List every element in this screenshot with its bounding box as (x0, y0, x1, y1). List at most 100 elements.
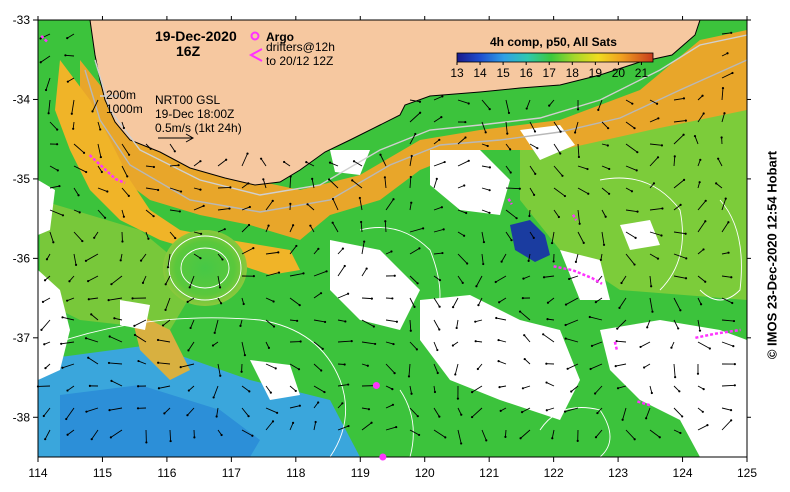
current-vector (265, 297, 274, 302)
current-vector (673, 407, 683, 417)
current-vector (241, 407, 249, 417)
current-vector-head (682, 133, 685, 136)
current-vector (262, 179, 267, 189)
current-vector-head (317, 401, 320, 404)
current-vector-head (466, 262, 469, 265)
current-vector (564, 407, 579, 412)
current-vector (313, 402, 319, 409)
current-vector (48, 99, 51, 114)
current-vector (134, 319, 147, 327)
current-vector (595, 429, 603, 438)
current-vector-head (131, 297, 134, 300)
current-vector (169, 231, 176, 239)
current-vector (361, 268, 368, 277)
current-vector (188, 341, 195, 351)
current-vector-head (36, 385, 40, 388)
current-vector (214, 319, 219, 333)
current-vector-head (577, 155, 581, 159)
current-vector-head (302, 272, 305, 275)
current-vector (241, 183, 249, 189)
current-vector-head (164, 308, 167, 311)
current-vector-head (277, 251, 280, 254)
current-vector (595, 297, 603, 303)
drifter-legend-line1: drifters@12h (266, 40, 335, 54)
current-vector (619, 297, 627, 309)
current-vector-head (311, 177, 314, 180)
current-vector-head (561, 174, 564, 177)
current-vector-head (655, 102, 659, 105)
current-vector (505, 187, 520, 190)
current-vector (337, 340, 352, 343)
current-vector (649, 99, 658, 105)
current-vector-head (242, 302, 245, 306)
current-vector (66, 297, 75, 302)
current-vector (193, 253, 201, 259)
current-vector-head (589, 367, 592, 371)
current-vector (542, 333, 555, 343)
current-vector-head (590, 344, 594, 347)
drifter-track (553, 265, 603, 285)
current-vector-head (319, 292, 323, 295)
current-vector-head (475, 285, 478, 288)
current-vector (217, 363, 221, 376)
current-vector (92, 99, 99, 112)
current-vector-head (390, 250, 393, 253)
current-vector-head (482, 262, 485, 266)
current-vector (114, 317, 123, 321)
current-vector (353, 160, 363, 167)
current-vector (337, 363, 345, 365)
longitude-axis: 114 115 116 117 118 119 120 121 122 123 124 125 (28, 16, 757, 480)
current-vector (621, 275, 627, 284)
current-vector (433, 297, 440, 307)
current-vector-head (545, 409, 548, 412)
current-vector (111, 380, 123, 387)
current-vector-head (533, 130, 537, 133)
current-vector-head (294, 389, 297, 393)
current-vector (65, 407, 75, 420)
current-vector-head (470, 391, 474, 394)
current-vector (577, 231, 585, 244)
current-vector (649, 297, 653, 312)
current-vector (565, 319, 579, 326)
current-vector (673, 385, 680, 392)
current-vector (481, 165, 490, 168)
current-vector (241, 341, 246, 356)
current-vector (457, 275, 464, 284)
current-vector (457, 209, 467, 214)
current-vector (351, 180, 363, 189)
current-vector-head (545, 362, 548, 365)
current-vector (721, 113, 725, 123)
current-vector (697, 200, 707, 211)
current-vector-head (476, 367, 479, 371)
drifter-track (637, 400, 651, 407)
current-vector-head (724, 197, 727, 200)
current-vector (481, 231, 485, 243)
current-vector-head (704, 199, 707, 202)
current-vector (529, 231, 535, 239)
lon-tick-label: 122 (544, 466, 564, 480)
current-vector-head (566, 367, 569, 370)
current-vector-head (152, 215, 155, 218)
current-vector-head (327, 178, 331, 181)
current-vector (307, 203, 315, 211)
lon-tick-label: 115 (93, 466, 112, 480)
current-vector (409, 133, 416, 145)
current-vector (337, 319, 346, 322)
current-vector-head (272, 300, 275, 303)
current-vector (597, 407, 603, 414)
argo-float (372, 381, 380, 389)
current-vector-head (44, 438, 47, 441)
current-vector-head (455, 326, 458, 330)
current-vector (649, 208, 663, 211)
current-vector-head (215, 415, 218, 418)
current-vector-head (708, 347, 711, 350)
current-vector (646, 319, 651, 328)
current-vector (187, 407, 195, 416)
current-vector-head (608, 167, 611, 171)
current-vector (697, 297, 702, 305)
current-vector (697, 319, 701, 331)
current-vector-head (87, 356, 90, 359)
current-vector (385, 426, 397, 431)
current-vector (433, 275, 441, 281)
current-vector (97, 187, 108, 192)
